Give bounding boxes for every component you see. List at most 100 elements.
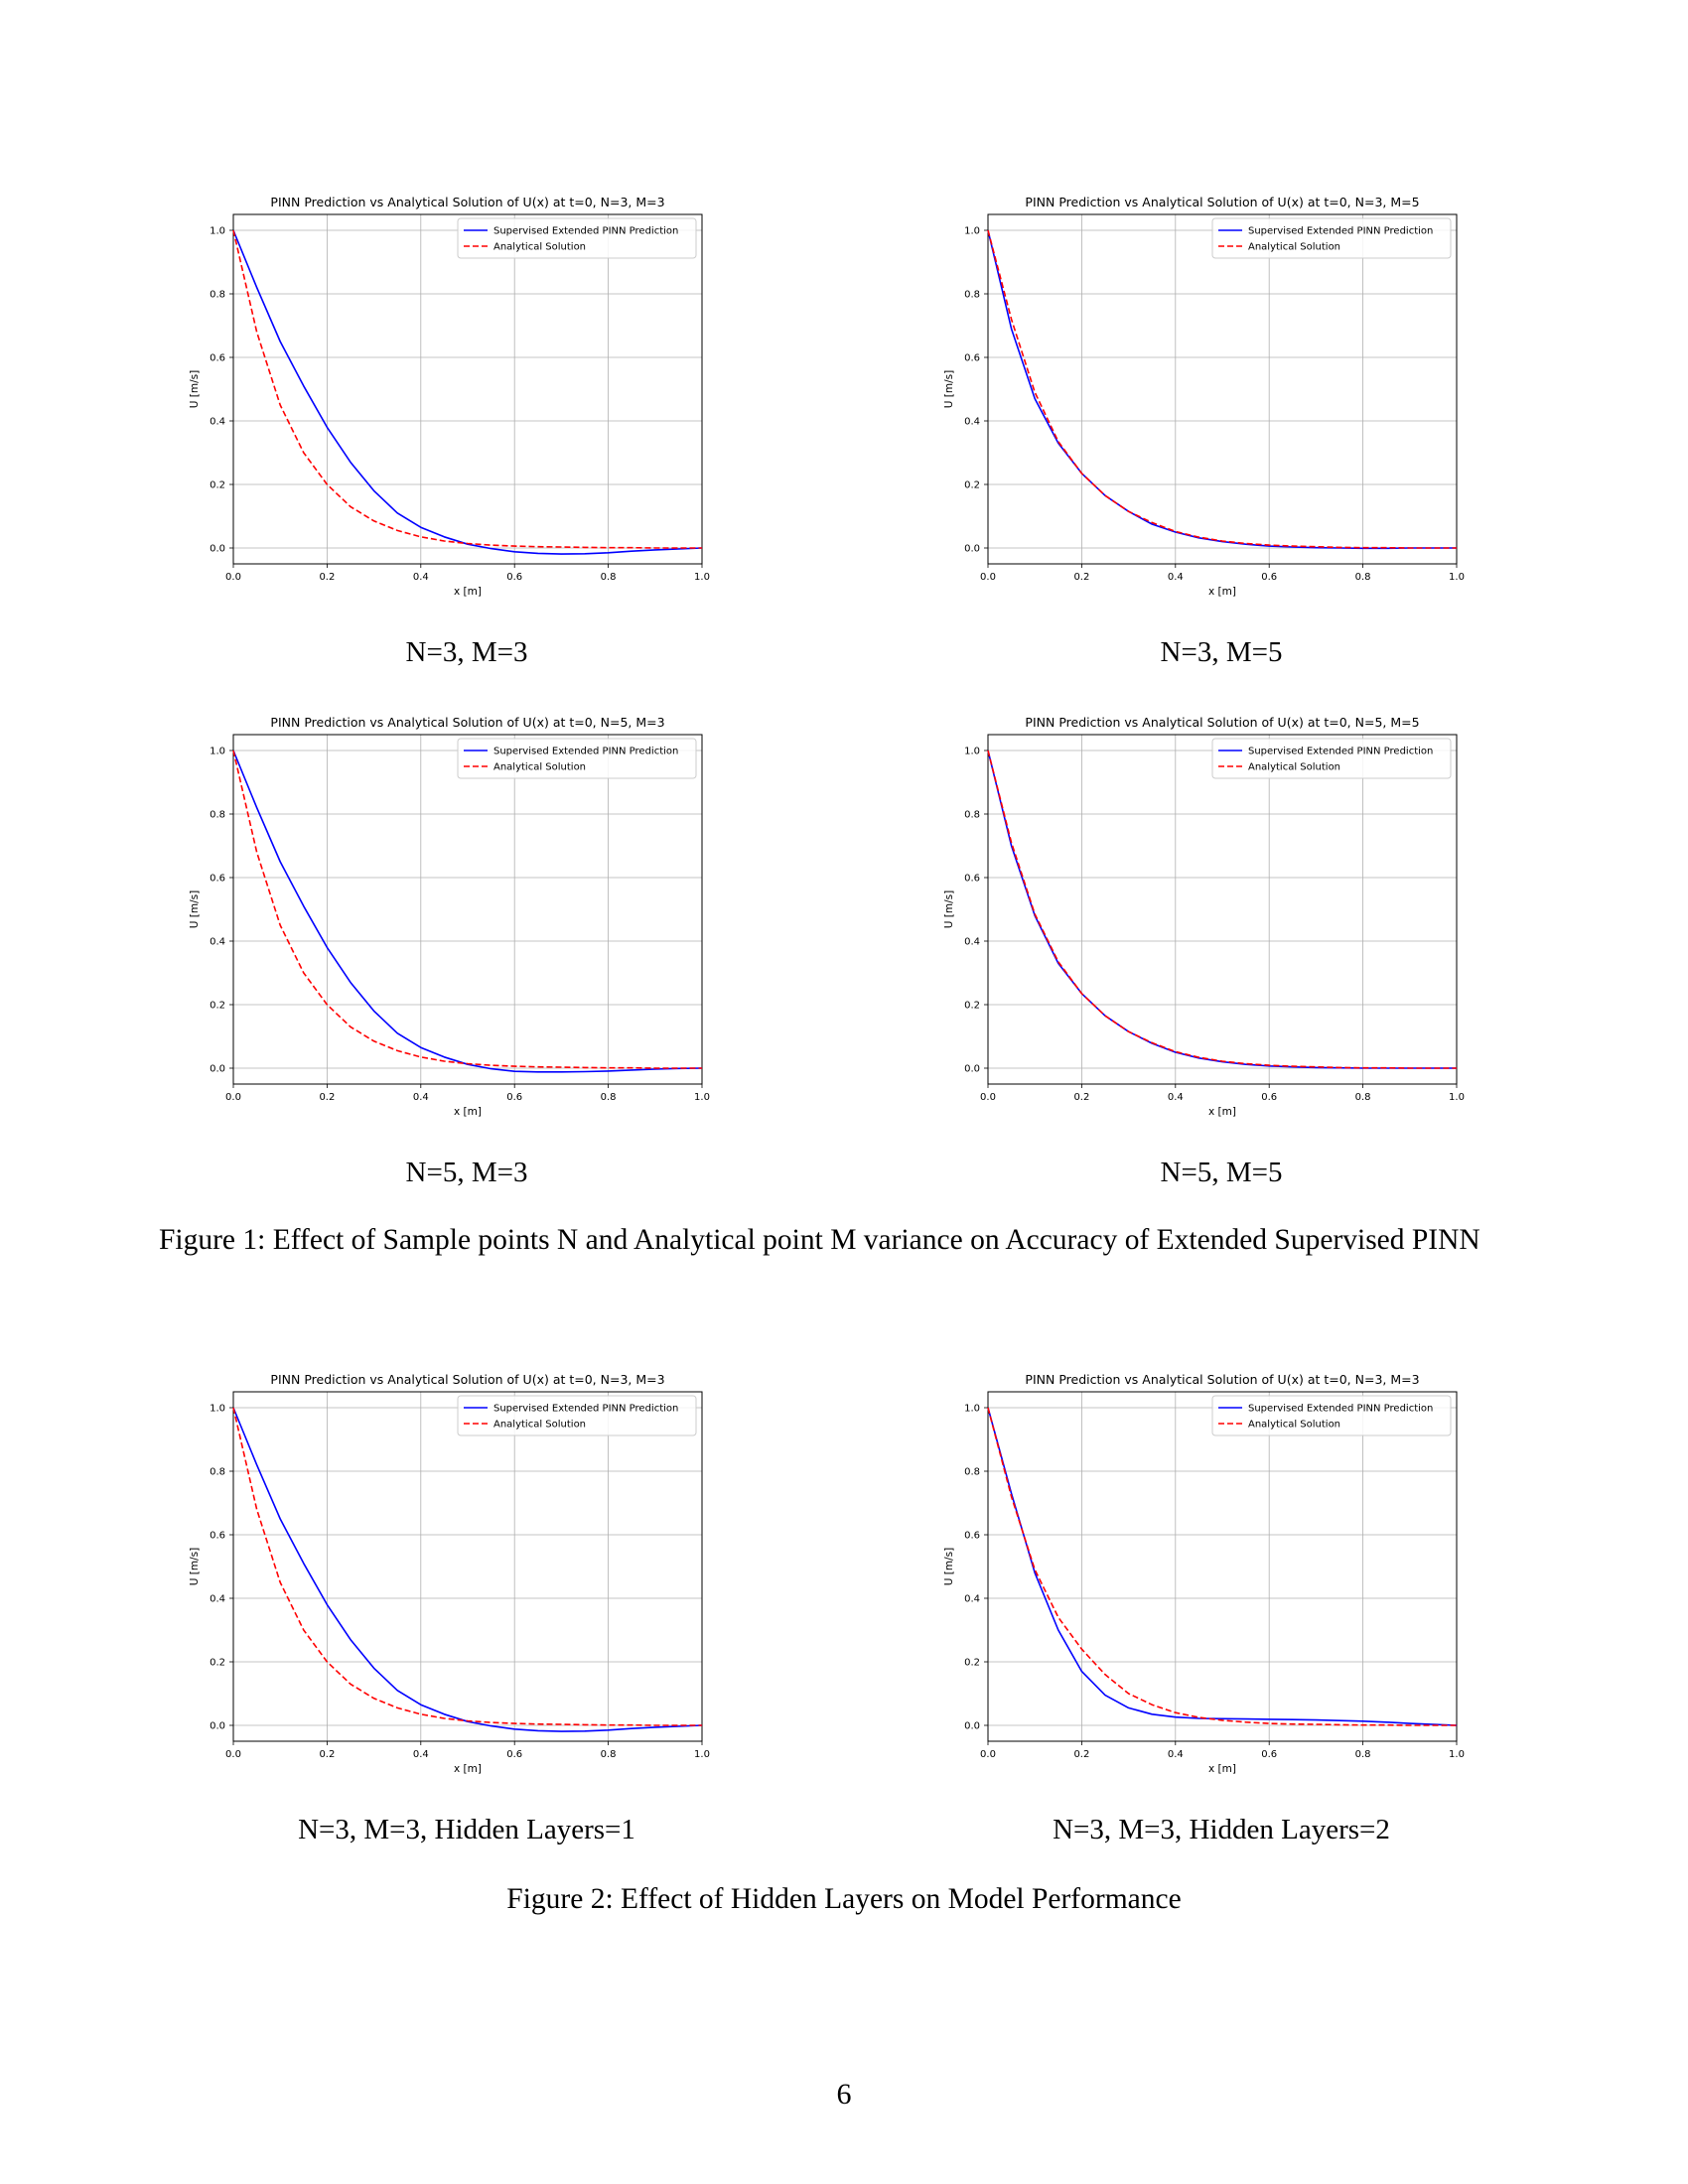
x-tick-label: 1.0: [694, 572, 710, 583]
y-tick-label: 0.0: [964, 544, 980, 555]
plot-frame: [987, 1391, 1458, 1742]
legend-label: Analytical Solution: [493, 242, 586, 253]
legend-label: Analytical Solution: [1248, 242, 1340, 253]
x-tick-label: 0.6: [506, 1092, 522, 1103]
legend-label: Supervised Extended PINN Prediction: [1248, 747, 1433, 757]
x-axis-label: x [m]: [454, 1106, 482, 1118]
y-axis-label: U [m/s]: [943, 370, 955, 408]
subfigure-caption: N=3, M=3: [405, 636, 528, 668]
plot-frame: [987, 213, 1458, 565]
subfigure-caption: N=3, M=3, Hidden Layers=1: [298, 1814, 635, 1845]
chart-4: PINN Prediction vs Analytical Solution o…: [938, 711, 1475, 1133]
y-tick-label: 0.6: [964, 874, 980, 885]
y-tick-label: 0.4: [964, 1594, 980, 1605]
legend-label: Analytical Solution: [493, 762, 586, 773]
x-tick-label: 1.0: [694, 1092, 710, 1103]
chart-title: PINN Prediction vs Analytical Solution o…: [270, 195, 664, 209]
y-tick-label: 0.0: [210, 1721, 225, 1732]
series-line: [987, 229, 1457, 550]
series-line: [232, 750, 702, 1069]
x-tick-label: 0.4: [1168, 1092, 1184, 1103]
x-tick-label: 0.8: [1355, 1092, 1371, 1103]
x-tick-label: 0.2: [1073, 1092, 1089, 1103]
x-tick-label: 0.6: [506, 572, 522, 583]
x-tick-label: 0.2: [1073, 1749, 1089, 1760]
series-line: [232, 1407, 703, 1732]
x-tick-label: 1.0: [1449, 1749, 1465, 1760]
y-tick-label: 1.0: [210, 1404, 225, 1415]
x-tick-label: 0.6: [1261, 572, 1277, 583]
chart-2: PINN Prediction vs Analytical Solution o…: [938, 191, 1475, 613]
y-tick-label: 0.0: [210, 1064, 225, 1075]
y-tick-label: 0.2: [964, 1658, 980, 1669]
y-tick-label: 0.0: [210, 544, 225, 555]
x-tick-label: 0.8: [601, 572, 617, 583]
y-tick-label: 0.2: [964, 1001, 980, 1012]
chart-1: PINN Prediction vs Analytical Solution o…: [184, 191, 720, 613]
y-tick-label: 1.0: [964, 1404, 980, 1415]
y-tick-label: 0.2: [210, 1658, 225, 1669]
plot-frame: [987, 734, 1458, 1085]
y-tick-label: 0.8: [964, 810, 980, 821]
legend-label: Analytical Solution: [493, 1420, 586, 1431]
chart-title: PINN Prediction vs Analytical Solution o…: [1025, 1372, 1419, 1387]
y-tick-label: 0.2: [964, 480, 980, 491]
y-axis-label: U [m/s]: [189, 370, 201, 408]
y-axis-label: U [m/s]: [189, 890, 201, 928]
x-axis-label: x [m]: [1208, 586, 1236, 598]
y-tick-label: 0.2: [210, 1001, 225, 1012]
y-tick-label: 0.6: [210, 353, 225, 364]
chart-5: PINN Prediction vs Analytical Solution o…: [184, 1368, 720, 1790]
x-axis-label: x [m]: [1208, 1763, 1236, 1775]
series-line: [987, 1407, 1458, 1726]
y-tick-label: 0.6: [964, 1531, 980, 1542]
chart-6: PINN Prediction vs Analytical Solution o…: [938, 1368, 1475, 1790]
series-line: [987, 750, 1457, 1069]
y-tick-label: 0.2: [210, 480, 225, 491]
chart-title: PINN Prediction vs Analytical Solution o…: [1025, 715, 1419, 730]
x-tick-label: 0.8: [601, 1749, 617, 1760]
x-tick-label: 0.0: [225, 1092, 241, 1103]
x-tick-label: 0.8: [1355, 572, 1371, 583]
y-tick-label: 0.6: [210, 1531, 225, 1542]
x-tick-label: 0.4: [413, 1092, 429, 1103]
series-line: [987, 229, 1457, 549]
y-tick-label: 1.0: [210, 226, 225, 237]
chart-title: PINN Prediction vs Analytical Solution o…: [1025, 195, 1419, 209]
x-tick-label: 0.2: [319, 1749, 335, 1760]
figure-caption: Figure 1: Effect of Sample points N and …: [159, 1220, 1531, 1260]
series-line: [232, 750, 703, 1073]
y-tick-label: 1.0: [210, 747, 225, 757]
x-tick-label: 0.0: [225, 1749, 241, 1760]
figure-label: Figure 2:: [506, 1883, 614, 1915]
y-tick-label: 0.4: [964, 417, 980, 428]
y-axis-label: U [m/s]: [943, 890, 955, 928]
x-axis-label: x [m]: [454, 1763, 482, 1775]
y-axis-label: U [m/s]: [943, 1548, 955, 1585]
y-tick-label: 0.8: [210, 290, 225, 301]
figure-caption-text: Effect of Sample points N and Analytical…: [272, 1224, 1480, 1256]
y-tick-label: 0.4: [210, 1594, 225, 1605]
y-tick-label: 1.0: [964, 226, 980, 237]
figure-label: Figure 1:: [159, 1224, 266, 1256]
subfigure-caption: N=5, M=5: [1160, 1157, 1283, 1188]
legend-box: [1211, 1395, 1452, 1436]
x-tick-label: 0.0: [225, 572, 241, 583]
y-tick-label: 0.4: [210, 937, 225, 948]
plot-frame: [232, 1391, 703, 1742]
series-line: [232, 229, 702, 549]
legend-label: Supervised Extended PINN Prediction: [493, 747, 678, 757]
page-number: 6: [836, 2078, 852, 2111]
legend-box: [1211, 738, 1452, 779]
x-tick-label: 0.4: [1168, 572, 1184, 583]
x-tick-label: 0.0: [980, 1092, 996, 1103]
legend-label: Supervised Extended PINN Prediction: [493, 1404, 678, 1415]
x-tick-label: 0.4: [1168, 1749, 1184, 1760]
x-tick-label: 0.0: [980, 572, 996, 583]
x-tick-label: 0.2: [319, 1092, 335, 1103]
series-line: [987, 750, 1457, 1069]
y-tick-label: 0.6: [964, 353, 980, 364]
series-line: [232, 1407, 702, 1726]
legend-label: Supervised Extended PINN Prediction: [493, 226, 678, 237]
y-tick-label: 0.4: [210, 417, 225, 428]
